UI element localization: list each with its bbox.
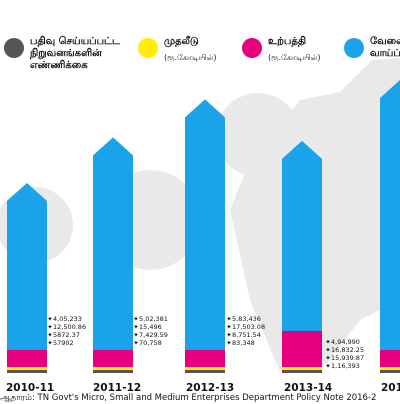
legend-label: பதிவு செய்யப்பட்ட நிறுவனங்களின் எண்ணிக்க…	[30, 36, 120, 71]
legend-label-main: உற்பத்தி	[268, 36, 307, 47]
bar-segment-registered-units	[7, 370, 47, 373]
x-tick-label: 2010-11	[6, 382, 55, 394]
legend-label: உற்பத்தி (ரூ.கோடியில்)	[268, 36, 320, 64]
bar-segment-production	[7, 350, 47, 367]
data-label: ✦15,496	[133, 323, 162, 331]
data-label: ✦8,751.54	[226, 331, 261, 339]
bar-segment-registered-units	[282, 370, 322, 373]
data-label: ✦5872.37	[47, 331, 80, 339]
data-label: ✦4,05,233	[47, 315, 82, 323]
bar-segment-investment	[93, 367, 133, 370]
x-tick-label: 201	[381, 382, 400, 394]
bar-segment-registered-units	[185, 370, 225, 373]
bar-segment-production	[185, 350, 225, 367]
bar-segment-employment	[380, 80, 400, 350]
legend-label: வேலை வாய்ப்பு	[370, 36, 400, 59]
legend-label-unit: (ரூ.கோடியில்)	[268, 53, 321, 62]
bar-segment-investment	[282, 367, 322, 370]
bar-segment-employment	[185, 99, 225, 350]
data-label-group-2013-14: ✦4,94,990 ✦16,832.25 ✦15,939.87 ✦1,16,39…	[325, 338, 364, 370]
yellow-dot-icon	[138, 38, 158, 58]
data-label: ✦57902	[47, 339, 74, 347]
grey-dot-icon	[4, 38, 24, 58]
data-label: ✦5,83,436	[226, 315, 261, 323]
bar-segment-investment	[185, 367, 225, 370]
magenta-dot-icon	[242, 38, 262, 58]
legend-item-employment: வேலை வாய்ப்பு	[344, 36, 400, 60]
source-note: ஆதாரம்: TN Govt's Micro, Small and Mediu…	[0, 393, 377, 403]
legend-label: முதலீடு (ரூ.கோடியில்)	[164, 36, 216, 64]
data-label-group-2011-12: ✦5,02,381 ✦15,496 ✦7,429.59 ✦70,758	[133, 315, 168, 347]
bar-segment-employment	[7, 182, 47, 350]
bar-segment-production	[380, 350, 400, 367]
data-label: ✦83,348	[226, 339, 255, 347]
data-label: ✦7,429.59	[133, 331, 168, 339]
legend-label-unit: (ரூ.கோடியில்)	[164, 53, 217, 62]
legend-item-registered-units: பதிவு செய்யப்பட்ட நிறுவனங்களின் எண்ணிக்க…	[4, 36, 142, 72]
x-tick-label: 2011-12	[93, 382, 142, 394]
bars-layer	[7, 80, 400, 373]
data-label: ✦70,758	[133, 339, 162, 347]
legend-item-investment: முதலீடு (ரூ.கோடியில்)	[138, 36, 216, 64]
data-label-group-2010-11: ✦4,05,233 ✦12,500.86 ✦5872.37 ✦57902	[47, 315, 86, 347]
data-label: ✦5,02,381	[133, 315, 168, 323]
data-label: ✦12,500.86	[47, 323, 87, 331]
bar-segment-investment	[7, 367, 47, 370]
legend-label-main: முதலீடு	[164, 36, 199, 47]
x-tick-label: 2013-14	[284, 382, 333, 394]
data-label: ✦15,939.87	[325, 354, 365, 362]
data-label-group-2012-13: ✦5,83,436 ✦17,503.08 ✦8,751.54 ✦83,348	[226, 315, 265, 347]
bar-segment-registered-units	[93, 370, 133, 373]
bar-segment-employment	[282, 140, 322, 331]
data-label: ✦17,503.08	[226, 323, 266, 331]
data-label: ✦4,94,990	[325, 338, 360, 346]
bar-segment-production	[282, 331, 322, 367]
bar-segment-production	[93, 350, 133, 367]
bar-segment-registered-units	[380, 370, 400, 373]
data-label: ✦1,16,393	[325, 362, 360, 370]
legend-item-production: உற்பத்தி (ரூ.கோடியில்)	[242, 36, 320, 64]
cyan-dot-icon	[344, 38, 364, 58]
x-tick-label: 2012-13	[186, 382, 235, 394]
data-label: ✦16,832.25	[325, 346, 365, 354]
bar-segment-investment	[380, 367, 400, 370]
bar-segment-employment	[93, 137, 133, 350]
